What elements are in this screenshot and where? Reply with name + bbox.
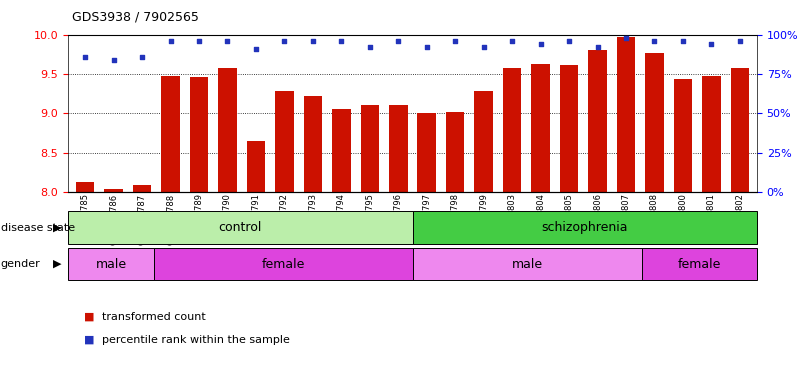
Bar bbox=[646, 53, 664, 192]
Text: male: male bbox=[512, 258, 543, 270]
Point bbox=[648, 38, 661, 44]
Bar bbox=[413, 248, 642, 280]
Bar bbox=[413, 211, 757, 244]
Bar bbox=[531, 65, 549, 192]
Point bbox=[505, 38, 518, 44]
Text: female: female bbox=[678, 258, 721, 270]
Bar bbox=[674, 79, 692, 192]
Point bbox=[221, 38, 234, 44]
Bar bbox=[588, 50, 607, 192]
Text: percentile rank within the sample: percentile rank within the sample bbox=[102, 335, 290, 345]
Point bbox=[562, 38, 575, 44]
Point bbox=[477, 44, 490, 50]
Point bbox=[705, 41, 718, 47]
Point bbox=[449, 38, 461, 44]
Point bbox=[278, 38, 291, 44]
Point bbox=[392, 38, 405, 44]
Bar bbox=[68, 248, 154, 280]
Bar bbox=[133, 185, 151, 192]
Point bbox=[164, 38, 177, 44]
Bar bbox=[642, 248, 757, 280]
Bar bbox=[360, 106, 379, 192]
Text: female: female bbox=[262, 258, 305, 270]
Bar bbox=[389, 106, 408, 192]
Text: ▶: ▶ bbox=[53, 222, 62, 233]
Bar bbox=[276, 91, 294, 192]
Point bbox=[534, 41, 547, 47]
Point bbox=[734, 38, 747, 44]
Bar bbox=[154, 248, 413, 280]
Bar bbox=[218, 68, 237, 192]
Point bbox=[677, 38, 690, 44]
Bar bbox=[247, 141, 265, 192]
Text: ■: ■ bbox=[84, 312, 95, 322]
Point bbox=[78, 53, 91, 60]
Bar bbox=[190, 77, 208, 192]
Bar bbox=[702, 76, 721, 192]
Text: transformed count: transformed count bbox=[102, 312, 206, 322]
Bar bbox=[417, 113, 436, 192]
Point bbox=[135, 53, 148, 60]
Text: GDS3938 / 7902565: GDS3938 / 7902565 bbox=[72, 11, 199, 24]
Bar bbox=[503, 68, 521, 192]
Bar bbox=[560, 65, 578, 192]
Bar bbox=[68, 211, 413, 244]
Bar bbox=[617, 37, 635, 192]
Point bbox=[620, 35, 633, 41]
Point bbox=[107, 57, 120, 63]
Point bbox=[421, 44, 433, 50]
Bar bbox=[474, 91, 493, 192]
Text: control: control bbox=[219, 221, 262, 234]
Bar bbox=[731, 68, 749, 192]
Text: disease state: disease state bbox=[1, 222, 75, 233]
Bar bbox=[161, 76, 179, 192]
Text: gender: gender bbox=[1, 259, 41, 269]
Bar bbox=[104, 189, 123, 192]
Point bbox=[250, 46, 263, 52]
Text: male: male bbox=[95, 258, 127, 270]
Point bbox=[192, 38, 205, 44]
Point bbox=[307, 38, 320, 44]
Bar bbox=[76, 182, 95, 192]
Text: ■: ■ bbox=[84, 335, 95, 345]
Bar bbox=[304, 96, 322, 192]
Point bbox=[364, 44, 376, 50]
Bar bbox=[332, 109, 351, 192]
Text: ▶: ▶ bbox=[53, 259, 62, 269]
Text: schizophrenia: schizophrenia bbox=[541, 221, 628, 234]
Point bbox=[591, 44, 604, 50]
Bar bbox=[446, 112, 465, 192]
Point bbox=[335, 38, 348, 44]
